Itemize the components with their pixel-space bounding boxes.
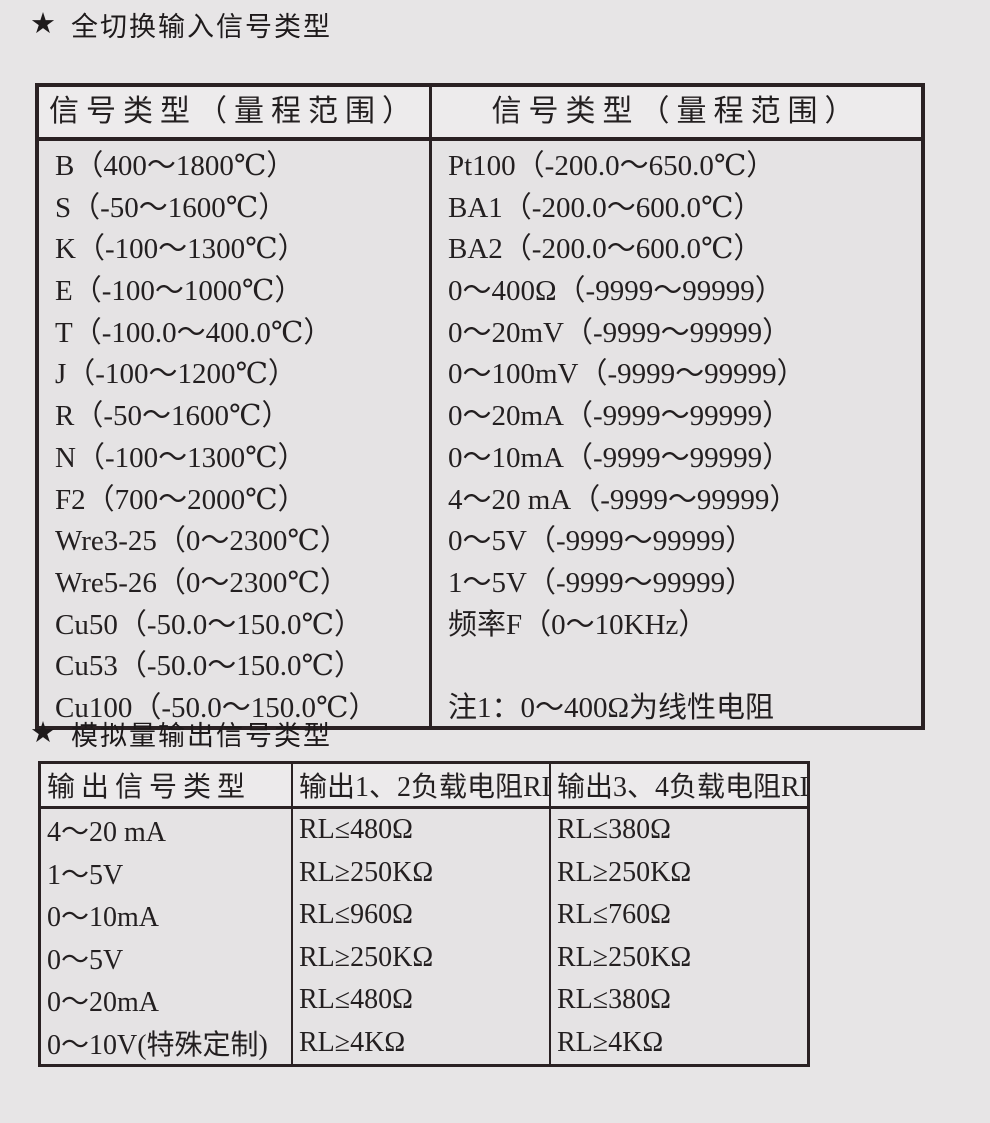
input-signal-item: Cu53（-50.0～150.0℃） <box>55 650 363 683</box>
star-icon: ★ <box>30 8 58 40</box>
load-rl-3-4-cell: RL≤760Ω <box>549 894 807 937</box>
load-rl-3-4-cell: RL≤380Ω <box>549 809 807 852</box>
input-signal-item: BA1（-200.0～600.0℃） <box>448 191 763 224</box>
input-signal-item: 1～5V（-9999～99999） <box>448 566 755 599</box>
load-rl-1-2-cell: RL≥250KΩ <box>291 936 549 979</box>
input-signal-item: BA2（-200.0～600.0℃） <box>448 233 763 266</box>
section-title-text: 模拟量输出信号类型 <box>71 721 332 751</box>
input-signal-item: 频率F（0～10KHz） <box>448 608 708 641</box>
input-signal-list-right: Pt100（-200.0～650.0℃） BA1（-200.0～600.0℃） … <box>432 141 921 726</box>
input-signal-item: B（400～1800℃） <box>55 150 296 182</box>
input-signal-item: F2（700～2000℃） <box>55 483 307 516</box>
input-signal-item: S（-50～1600℃） <box>55 191 288 224</box>
input-signal-item: 0～5V（-9999～99999） <box>448 525 755 558</box>
column-header-signal-type-right: 信号类型（量程范围） <box>432 87 921 141</box>
output-type-cell: 0～5V <box>47 944 124 976</box>
load-rl-3-4-cell: RL≤380Ω <box>549 979 807 1022</box>
input-signal-item: 0～20mA（-9999～99999） <box>448 400 792 433</box>
input-signal-item: E（-100～1000℃） <box>55 275 304 308</box>
output-type-cell: 0～10mA <box>47 902 160 934</box>
input-signal-item: K（-100～1300℃） <box>55 233 307 266</box>
load-rl-1-2-cell: RL≤480Ω <box>291 979 549 1022</box>
load-rl-1-2-cell: RL≥4KΩ <box>291 1021 549 1064</box>
input-signal-item: 0～100mV（-9999～99999） <box>448 358 806 391</box>
load-rl-3-4-cell: RL≥250KΩ <box>549 851 807 894</box>
section-title-output-signals: ★ 模拟量输出信号类型 <box>30 714 332 753</box>
input-signal-item: 0～20mV（-9999～99999） <box>448 316 792 349</box>
load-rl-1-2-cell: RL≤960Ω <box>291 894 549 937</box>
input-signal-item: 0～10mA（-9999～99999） <box>448 441 792 474</box>
linear-resistance-note: 注1：0～400Ω为线性电阻 <box>448 691 775 724</box>
column-header-signal-type-left: 信号类型（量程范围） <box>39 87 429 141</box>
output-type-cell: 4～20 mA <box>47 817 167 849</box>
input-signal-table: 信号类型（量程范围） B（400～1800℃） S（-50～1600℃） K（-… <box>35 83 925 730</box>
input-signal-item: R（-50～1600℃） <box>55 400 291 433</box>
input-signal-item: 0～400Ω（-9999～99999） <box>448 275 784 308</box>
load-rl-1-2-cell: RL≥250KΩ <box>291 851 549 894</box>
blank-line <box>448 646 921 688</box>
input-signal-item: N（-100～1300℃） <box>55 441 307 474</box>
input-signal-item: T（-100.0～400.0℃） <box>55 316 333 349</box>
output-type-cell: 1～5V <box>47 859 124 891</box>
input-signal-item: Wre3-25（0～2300℃） <box>55 525 349 558</box>
section-title-text: 全切换输入信号类型 <box>71 12 332 42</box>
input-signal-item: Pt100（-200.0～650.0℃） <box>448 150 776 182</box>
column-header-output-type: 输出信号类型 <box>41 764 291 809</box>
input-signal-item: Cu50（-50.0～150.0℃） <box>55 608 363 641</box>
load-rl-3-4-cell: RL≥250KΩ <box>549 936 807 979</box>
output-type-cell: 0～10V(特殊定制) <box>47 1029 268 1061</box>
load-rl-3-4-cell: RL≥4KΩ <box>549 1021 807 1064</box>
column-header-load-rl-1-2: 输出1、2负载电阻RL <box>291 764 549 809</box>
input-signal-table-left-column: 信号类型（量程范围） B（400～1800℃） S（-50～1600℃） K（-… <box>39 87 429 726</box>
input-signal-item: Wre5-26（0～2300℃） <box>55 566 349 599</box>
input-signal-item: 4～20 mA（-9999～99999） <box>448 483 799 516</box>
output-signal-table: 输出信号类型 输出1、2负载电阻RL 输出3、4负载电阻RL 4～20 mA R… <box>38 761 810 1067</box>
section-title-input-signals: ★ 全切换输入信号类型 <box>30 5 332 44</box>
input-signal-item: J（-100～1200℃） <box>55 358 297 391</box>
star-icon: ★ <box>30 717 58 749</box>
column-header-load-rl-3-4: 输出3、4负载电阻RL <box>549 764 807 809</box>
input-signal-item: Cu100（-50.0～150.0℃） <box>55 691 378 724</box>
output-type-cell: 0～20mA <box>47 987 160 1019</box>
load-rl-1-2-cell: RL≤480Ω <box>291 809 549 852</box>
input-signal-list-left: B（400～1800℃） S（-50～1600℃） K（-100～1300℃） … <box>39 141 429 726</box>
input-signal-table-right-column: 信号类型（量程范围） Pt100（-200.0～650.0℃） BA1（-200… <box>429 87 921 726</box>
